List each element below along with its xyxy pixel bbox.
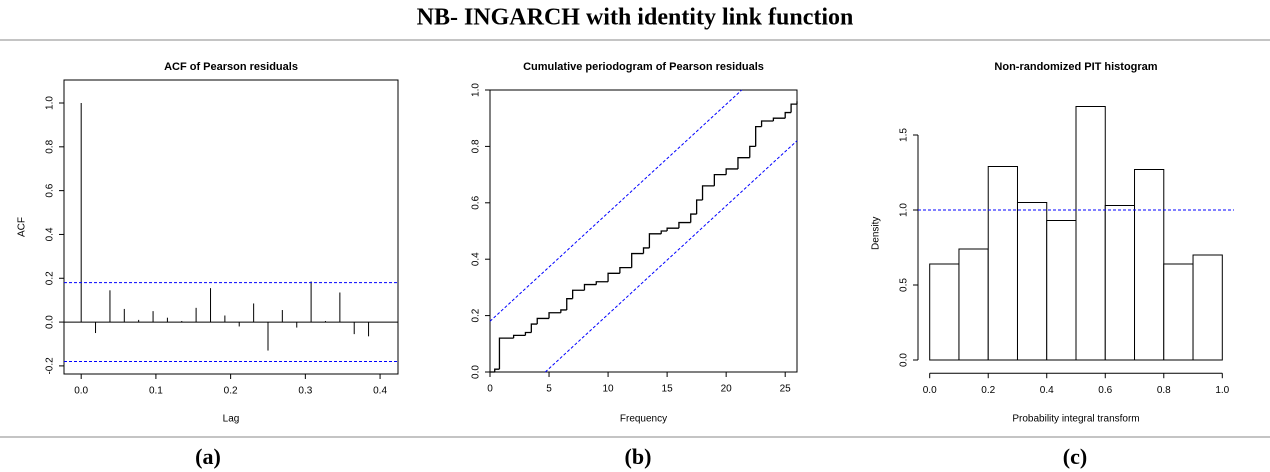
- step-segment: [498, 337, 514, 370]
- y-tick-label: 0.6: [471, 195, 482, 209]
- y-tick-label: -0.2: [45, 357, 56, 375]
- x-axis-label: Probability integral transform: [1012, 414, 1139, 425]
- x-tick-label: 15: [662, 384, 674, 395]
- plot-frame: [63, 79, 399, 375]
- bound-line: [544, 140, 798, 373]
- step-segment: [737, 157, 750, 169]
- chart-title: Non-randomized PIT histogram: [994, 61, 1157, 73]
- step-segment: [660, 230, 668, 234]
- y-tick-label: 0.4: [471, 252, 482, 266]
- step-segment: [713, 173, 727, 186]
- histogram-bar: [1134, 169, 1165, 361]
- step-segment: [530, 323, 538, 333]
- x-tick-label: 0.8: [1157, 385, 1171, 396]
- x-tick-label: 0.2: [981, 385, 995, 396]
- step-segment: [760, 120, 774, 127]
- step-segment: [566, 298, 573, 310]
- step-segment: [595, 281, 609, 285]
- y-tick-label: 0.8: [471, 139, 482, 153]
- step-segment: [648, 233, 662, 248]
- y-tick-label: 0.0: [45, 315, 56, 329]
- x-tick-label: 25: [780, 384, 792, 395]
- y-tick-label: 0.4: [45, 227, 56, 241]
- step-segment: [631, 252, 644, 268]
- step-segment: [619, 267, 632, 274]
- plot-frame: [489, 89, 798, 373]
- y-tick-label: 0.0: [471, 365, 482, 379]
- chart-title: ACF of Pearson residuals: [164, 61, 298, 73]
- x-tick-label: 20: [721, 384, 733, 395]
- x-axis-label: Frequency: [620, 414, 667, 425]
- y-tick-label: 1.0: [45, 96, 56, 110]
- y-tick-label: 1.0: [471, 83, 482, 97]
- histogram-bar: [958, 248, 989, 361]
- x-tick-label: 0.0: [74, 386, 88, 397]
- x-tick-label: 10: [603, 384, 615, 395]
- step-segment: [695, 199, 703, 215]
- x-tick-label: 0.3: [298, 386, 312, 397]
- histogram-bar: [1075, 106, 1106, 361]
- histogram-bar: [929, 263, 960, 361]
- step-segment: [642, 247, 650, 254]
- step-segment: [755, 126, 762, 147]
- x-tick-label: 0.4: [1040, 385, 1054, 396]
- step-segment: [512, 334, 526, 339]
- step-segment: [572, 289, 585, 299]
- step-segment: [560, 309, 567, 313]
- step-segment: [678, 221, 691, 229]
- histogram-bar: [1016, 202, 1048, 361]
- x-tick-label: 0.1: [149, 386, 163, 397]
- y-tick-label: 0.6: [45, 183, 56, 197]
- step-segment: [701, 185, 715, 200]
- y-tick-label: 0.2: [45, 271, 56, 285]
- x-tick-label: 0: [487, 384, 493, 395]
- step-segment: [790, 103, 797, 113]
- step-segment: [536, 317, 550, 325]
- y-tick-label: 1.5: [899, 128, 910, 142]
- y-tick-label: 0.8: [45, 139, 56, 153]
- figure-title: NB- INGARCH with identity link function: [417, 5, 854, 31]
- x-tick-label: 5: [546, 384, 552, 395]
- panel-label: (c): [1063, 444, 1087, 469]
- histogram-bar: [1192, 254, 1223, 361]
- panel-label: (b): [625, 444, 652, 469]
- step-segment: [583, 283, 597, 291]
- step-segment: [784, 111, 792, 119]
- step-segment: [548, 312, 561, 319]
- histogram-bar: [1163, 263, 1194, 361]
- step-segment: [607, 272, 620, 282]
- x-tick-label: 0.2: [224, 386, 238, 397]
- step-segment: [725, 168, 738, 175]
- histogram-bar: [1046, 220, 1077, 361]
- step-segment: [690, 213, 697, 223]
- step-segment: [666, 227, 679, 231]
- x-tick-label: 0.6: [1098, 385, 1112, 396]
- y-axis-label: Density: [871, 217, 882, 250]
- chart-title: Cumulative periodogram of Pearson residu…: [523, 61, 764, 73]
- panel-label: (a): [195, 444, 221, 469]
- step-segment: [772, 117, 786, 122]
- y-tick-label: 0.0: [899, 353, 910, 367]
- x-tick-label: 1.0: [1215, 385, 1229, 396]
- y-axis-label: ACF: [17, 217, 28, 237]
- x-axis-label: Lag: [223, 414, 240, 425]
- histogram-bar: [1104, 205, 1136, 361]
- x-tick-label: 0.4: [373, 386, 387, 397]
- y-tick-label: 1.0: [899, 203, 910, 217]
- step-segment: [494, 368, 500, 372]
- y-tick-label: 0.5: [899, 278, 910, 292]
- bound-line: [489, 89, 743, 322]
- x-tick-label: 0.0: [923, 385, 937, 396]
- histogram-bar: [987, 166, 1018, 361]
- y-tick-label: 0.2: [471, 308, 482, 322]
- step-segment: [524, 331, 532, 336]
- step-segment: [749, 145, 756, 158]
